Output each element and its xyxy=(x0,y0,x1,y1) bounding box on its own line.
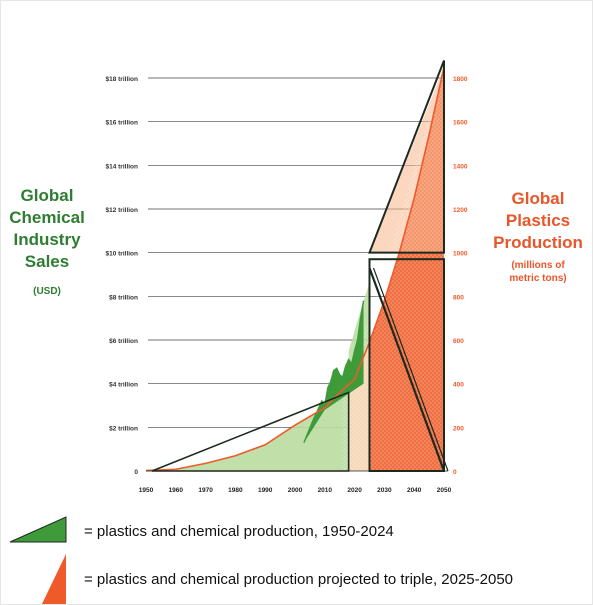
right-unit-line: metric tons) xyxy=(509,273,567,284)
right-tick-label: 600 xyxy=(453,338,464,345)
right-axis-title: Global Plastics Production xyxy=(486,188,590,254)
left-tick-label: $14 trillion xyxy=(105,163,138,170)
right-tick-label: 0 xyxy=(453,469,457,476)
left-tick-label: $10 trillion xyxy=(105,251,138,258)
right-title-line: Plastics xyxy=(505,211,571,230)
x-tick-label: 2020 xyxy=(347,487,362,494)
right-tick-label: 1400 xyxy=(453,163,468,170)
projection-diagonal xyxy=(368,267,446,472)
left-tick-label: $8 trillion xyxy=(109,294,138,301)
left-tick-label: 0 xyxy=(134,469,138,476)
left-tick-label: $12 trillion xyxy=(105,207,138,214)
historical-area xyxy=(146,342,370,471)
left-tick-label: $2 trillion xyxy=(109,425,138,432)
right-tick-label: 1200 xyxy=(453,207,468,214)
dot-texture xyxy=(342,67,444,471)
right-unit-line: (millions of xyxy=(511,260,565,271)
right-tick-label: 800 xyxy=(453,294,464,301)
left-axis-title: Global Chemical Industry Sales xyxy=(4,185,90,273)
left-tick-label: $4 trillion xyxy=(109,382,138,389)
right-tick-label: 400 xyxy=(453,382,464,389)
sales-line xyxy=(303,300,365,443)
right-axis-unit: (millions of metric tons) xyxy=(486,259,590,285)
green-wedge-icon xyxy=(9,516,67,543)
right-tick-label: 1800 xyxy=(453,76,468,83)
x-tick-label: 1990 xyxy=(258,487,273,494)
orange-wedge-icon xyxy=(42,554,66,604)
x-tick-label: 2010 xyxy=(318,487,333,494)
x-tick-label: 2000 xyxy=(288,487,303,494)
left-tick-label: $6 trillion xyxy=(109,338,138,345)
right-tick-label: 1600 xyxy=(453,120,468,127)
x-tick-label: 1960 xyxy=(169,487,184,494)
left-axis-unit: (USD) xyxy=(33,286,61,297)
left-tick-label: $18 trillion xyxy=(105,76,138,83)
left-title-line: Global xyxy=(20,186,74,205)
left-title-line: Sales xyxy=(24,252,70,271)
right-tick-label: 200 xyxy=(453,425,464,432)
legend-label: = plastics and chemical production, 1950… xyxy=(84,523,394,540)
plastics-line xyxy=(145,66,445,472)
x-tick-label: 2030 xyxy=(377,487,392,494)
x-tick-label: 1970 xyxy=(198,487,213,494)
left-tick-label: $16 trillion xyxy=(105,120,138,127)
x-tick-label: 1980 xyxy=(228,487,243,494)
left-title-line: Industry xyxy=(13,230,81,249)
left-title-line: Chemical xyxy=(9,208,85,227)
projection-diagonal-shadow xyxy=(372,267,449,472)
x-tick-label: 2040 xyxy=(407,487,422,494)
chart-svg: 0 $2 trillion $4 trillion $6 trillion $8 tri… xyxy=(105,60,468,494)
x-tick-label: 2050 xyxy=(437,487,452,494)
right-title-line: Global xyxy=(511,189,565,208)
projection-triangle-outline xyxy=(368,60,445,254)
right-tick-label: 1000 xyxy=(453,251,468,258)
x-tick-label: 1950 xyxy=(139,487,154,494)
right-title-line: Production xyxy=(493,233,583,252)
legend-label: = plastics and chemical production proje… xyxy=(84,571,514,588)
